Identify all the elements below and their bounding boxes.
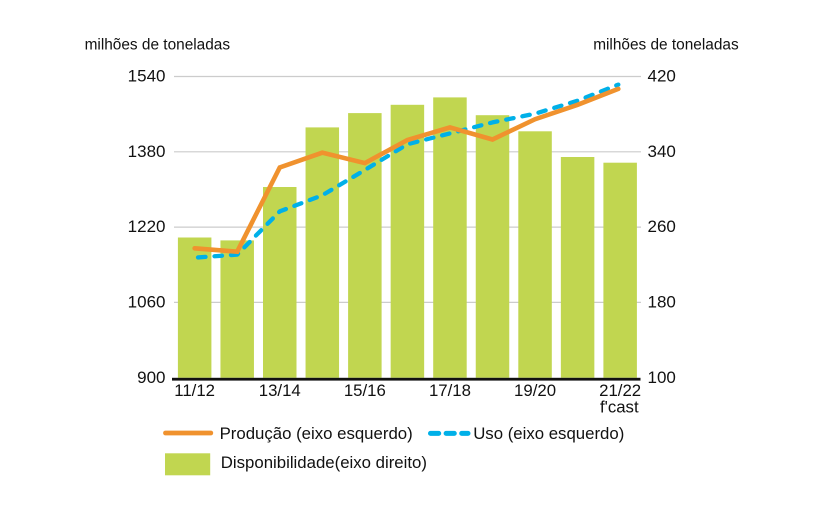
svg-text:13/14: 13/14 bbox=[259, 381, 301, 400]
svg-text:420: 420 bbox=[648, 67, 676, 86]
svg-text:1060: 1060 bbox=[128, 293, 166, 312]
svg-text:21/22: 21/22 bbox=[599, 381, 641, 400]
svg-text:1220: 1220 bbox=[128, 217, 166, 236]
svg-text:260: 260 bbox=[648, 217, 676, 236]
svg-text:15/16: 15/16 bbox=[344, 381, 386, 400]
svg-text:17/18: 17/18 bbox=[429, 381, 471, 400]
svg-text:100: 100 bbox=[648, 368, 676, 387]
svg-text:900: 900 bbox=[137, 368, 165, 387]
svg-text:milhões de toneladas: milhões de toneladas bbox=[593, 37, 739, 54]
svg-text:Uso (eixo esquerdo): Uso (eixo esquerdo) bbox=[473, 424, 624, 443]
svg-text:Produção (eixo esquerdo): Produção (eixo esquerdo) bbox=[220, 424, 413, 443]
svg-text:1540: 1540 bbox=[128, 67, 166, 86]
svg-text:milhões de toneladas: milhões de toneladas bbox=[85, 37, 231, 54]
svg-text:1380: 1380 bbox=[128, 142, 166, 161]
svg-text:11/12: 11/12 bbox=[174, 381, 215, 400]
svg-text:180: 180 bbox=[648, 293, 676, 312]
svg-text:f'cast: f'cast bbox=[600, 397, 639, 416]
svg-text:Disponibilidade(eixo direito): Disponibilidade(eixo direito) bbox=[221, 453, 427, 472]
svg-text:19/20: 19/20 bbox=[514, 381, 556, 400]
svg-text:340: 340 bbox=[648, 142, 676, 161]
